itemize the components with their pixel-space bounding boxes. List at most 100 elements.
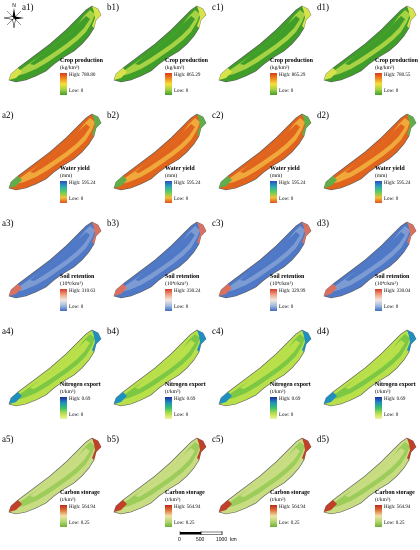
legend-low: Low: 0 [174, 413, 189, 418]
color-ramp [270, 181, 277, 203]
color-ramp [270, 397, 277, 419]
panel-label: d3) [317, 218, 329, 228]
panel-label: d4) [317, 326, 329, 336]
legend-title: Water yield [165, 166, 195, 172]
color-ramp [375, 505, 382, 527]
region-map [323, 221, 417, 299]
scale-tick-1000: 1000 [216, 537, 228, 543]
map-panel: c4) Nitrogen export (t/km²) High: 0.69 Low: … [210, 324, 315, 430]
color-ramp [60, 397, 67, 419]
legend-low: Low: 0 [174, 197, 189, 202]
map-legend: Nitrogen export (t/km²) High: 0.69 Low: 0 [375, 382, 420, 419]
color-ramp [165, 73, 172, 95]
region-map [113, 221, 207, 299]
legend-low: Low: 0 [69, 197, 84, 202]
legend-high: High: 0.69 [279, 397, 301, 402]
map-legend: Crop production (kg/km²) High: 865.29 Low: … [270, 58, 316, 95]
map-panel: c2) Water yield (mm) High: 595.24 Low: 0 [210, 108, 315, 214]
legend-title: Water yield [270, 166, 300, 172]
legend-high: High: 564.94 [384, 505, 411, 510]
legend-high: High: 595.24 [279, 181, 306, 186]
legend-unit: (kg/km²) [60, 65, 80, 71]
legend-low: Low: 0 [69, 305, 84, 310]
scale-tick-500: 500 [196, 537, 205, 543]
panel-label: d5) [317, 434, 329, 444]
legend-unit: (t/km²) [375, 497, 391, 503]
legend-title: Crop production [165, 58, 208, 64]
panel-label: b4) [107, 326, 119, 336]
panel-label: b5) [107, 434, 119, 444]
legend-unit: (mm) [375, 173, 388, 179]
legend-high: High: 780.80 [69, 73, 96, 78]
legend-high: High: 564.94 [174, 505, 201, 510]
legend-low: Low: 0 [384, 89, 399, 94]
legend-low: Low: 0 [279, 89, 294, 94]
color-ramp [270, 289, 277, 311]
region-map [218, 113, 312, 191]
color-ramp [165, 181, 172, 203]
legend-title: Nitrogen export [165, 382, 206, 388]
legend-high: High: 780.55 [384, 73, 411, 78]
region-map [218, 437, 312, 515]
panel-label: a2) [2, 110, 14, 120]
map-legend: Carbon storage (t/km²) High: 564.94 Low: 0.… [60, 490, 106, 527]
legend-title: Water yield [375, 166, 405, 172]
map-panel: d4) Nitrogen export (t/km²) High: 0.69 Low: … [315, 324, 420, 430]
map-panel: b3) Soil retention (10⁴t/km²) High: 330.24 L… [105, 216, 210, 322]
map-panel: b1) Crop production (kg/km²) High: 865.29 Lo… [105, 0, 210, 106]
legend-low: Low: 0.25 [279, 521, 300, 526]
legend-title: Crop production [270, 58, 313, 64]
color-ramp [165, 505, 172, 527]
legend-title: Soil retention [270, 274, 305, 280]
legend-unit: (t/km²) [60, 389, 76, 395]
legend-high: High: 595.24 [174, 181, 201, 186]
map-legend: Soil retention (10⁴t/km²) High: 330.04 Low:… [375, 274, 420, 311]
legend-high: High: 310.63 [69, 289, 96, 294]
legend-low: Low: 0 [384, 197, 399, 202]
color-ramp [60, 505, 67, 527]
legend-unit: (10⁴t/km²) [270, 281, 293, 287]
region-map [113, 5, 207, 83]
map-legend: Carbon storage (t/km²) High: 564.94 Low: 0.… [165, 490, 211, 527]
region-map [323, 113, 417, 191]
panel-label: c2) [212, 110, 224, 120]
panel-label: b1) [107, 2, 119, 12]
region-map [8, 5, 102, 83]
legend-unit: (t/km²) [270, 497, 286, 503]
map-legend: Soil retention (10⁴t/km²) High: 329.99 Low:… [270, 274, 316, 311]
legend-high: High: 865.29 [279, 73, 306, 78]
color-ramp [270, 505, 277, 527]
map-legend: Water yield (mm) High: 595.24 Low: 0 [270, 166, 316, 203]
map-panel: d1) Crop production (kg/km²) High: 780.55 Lo… [315, 0, 420, 106]
legend-unit: (t/km²) [165, 497, 181, 503]
region-map [218, 329, 312, 407]
region-map [218, 5, 312, 83]
legend-high: High: 330.04 [384, 289, 411, 294]
map-panel: a5) Carbon storage (t/km²) High: 564.94 Low:… [0, 432, 105, 538]
panel-label: b3) [107, 218, 119, 228]
color-ramp [165, 397, 172, 419]
legend-high: High: 564.94 [279, 505, 306, 510]
legend-title: Soil retention [165, 274, 200, 280]
legend-unit: (t/km²) [60, 497, 76, 503]
legend-unit: (10⁴t/km²) [60, 281, 83, 287]
map-panel: b4) Nitrogen export (t/km²) High: 0.69 Low: … [105, 324, 210, 430]
legend-high: High: 865.29 [174, 73, 201, 78]
scale-unit: km [230, 537, 237, 543]
panel-label: d1) [317, 2, 329, 12]
region-map [218, 221, 312, 299]
legend-low: Low: 0.25 [384, 521, 405, 526]
scale-bar: 0 500 1000 km [168, 531, 258, 547]
legend-unit: (10⁴t/km²) [375, 281, 398, 287]
legend-high: High: 0.69 [384, 397, 406, 402]
legend-title: Carbon storage [165, 490, 205, 496]
legend-high: High: 564.94 [69, 505, 96, 510]
legend-title: Crop production [375, 58, 418, 64]
legend-low: Low: 0 [384, 305, 399, 310]
map-panel: d5) Carbon storage (t/km²) High: 564.94 Low:… [315, 432, 420, 538]
region-map [113, 329, 207, 407]
legend-low: Low: 0 [69, 89, 84, 94]
legend-low: Low: 0 [279, 413, 294, 418]
region-map [113, 437, 207, 515]
